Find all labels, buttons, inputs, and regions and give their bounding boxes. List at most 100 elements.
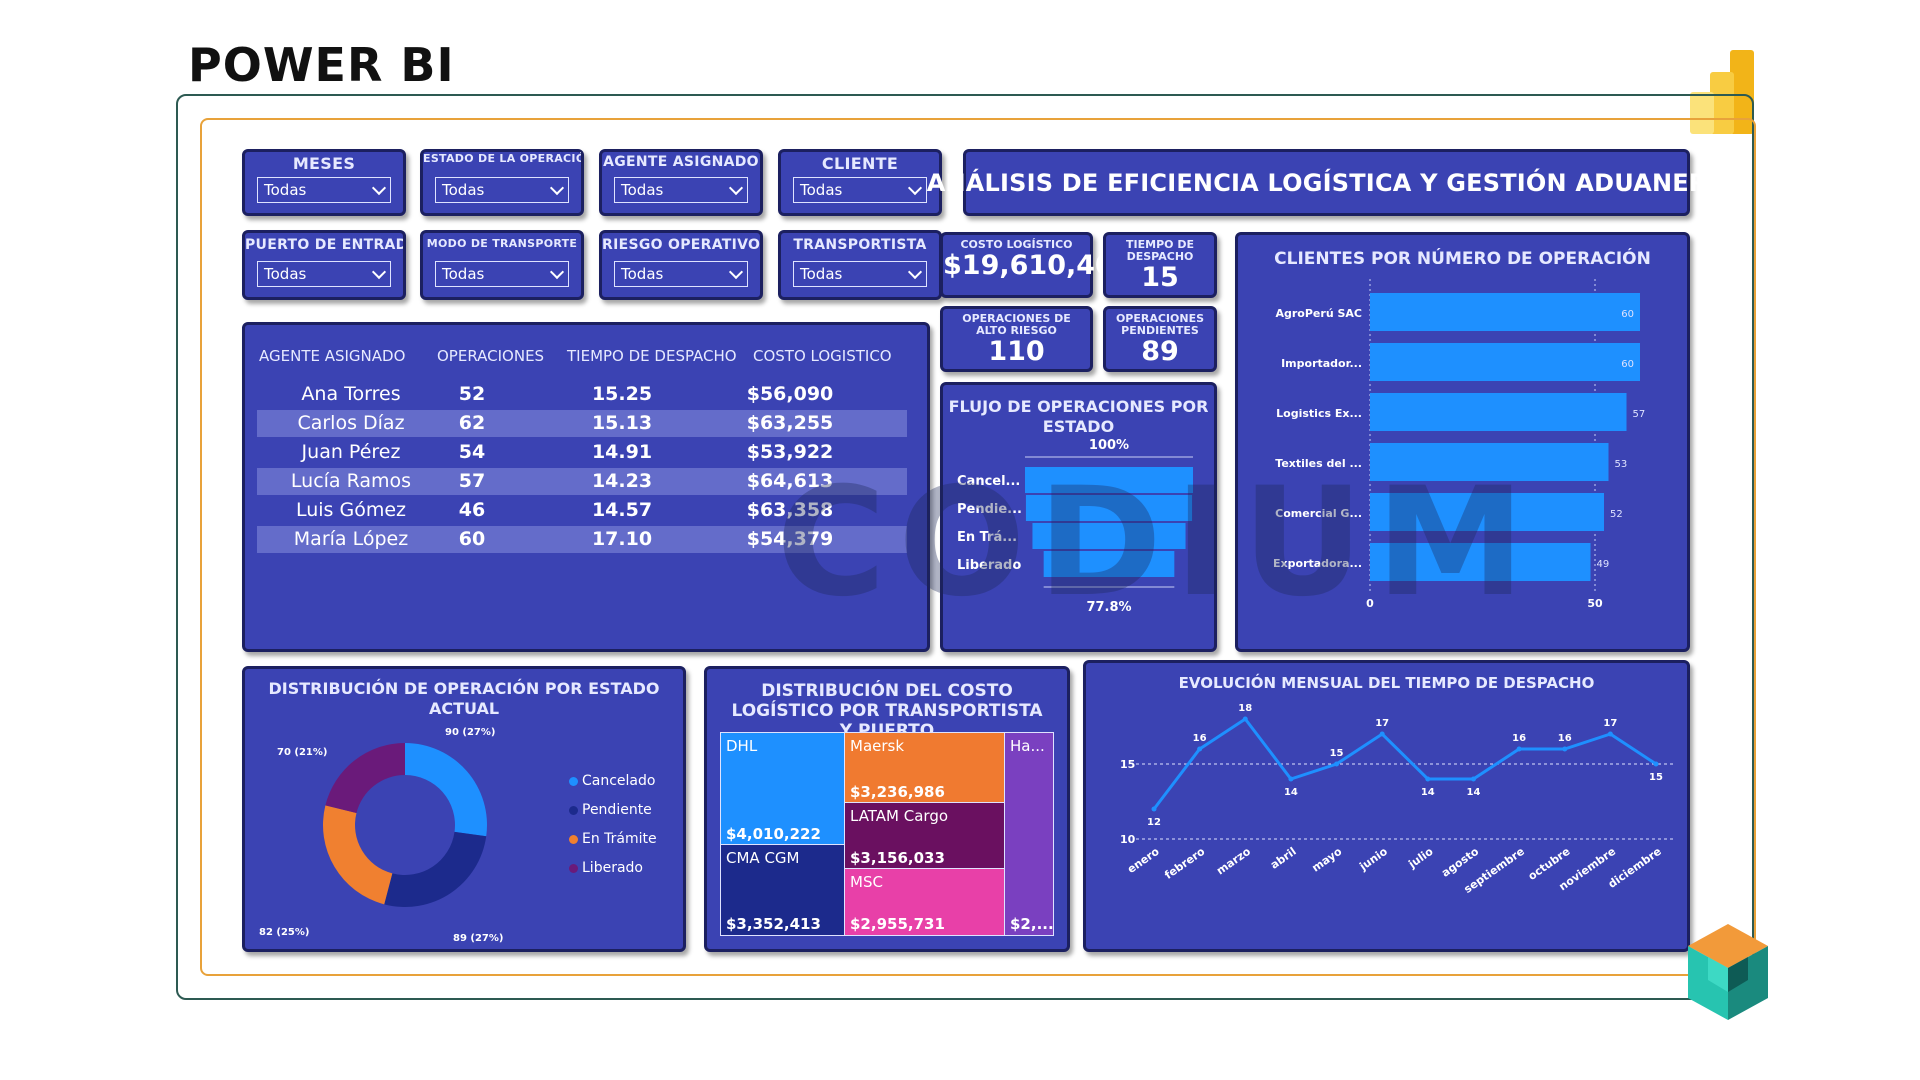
cliente-dropdown[interactable]: Todas <box>793 177 927 203</box>
treemap-cell-name: Ha... <box>1010 737 1045 755</box>
slicer-label: RIESGO OPERATIVO <box>602 237 760 253</box>
table-cell: 14.23 <box>591 470 653 492</box>
funnel-segment[interactable] <box>1043 551 1175 577</box>
slide-title: POWER BI <box>188 38 455 92</box>
line-data-label: 17 <box>1375 718 1389 729</box>
table-row[interactable]: Luis Gómez 46 14.57 $63,358 <box>257 497 907 524</box>
treemap-cell-name: MSC <box>850 873 883 891</box>
line-point[interactable] <box>1470 776 1476 782</box>
treemap-cell-value: $4,010,222 <box>726 825 821 843</box>
kpi-label: OPERACIONES DE ALTO RIESGO <box>962 312 1071 337</box>
bar[interactable] <box>1370 393 1627 431</box>
treemap-cell-value: $2,... <box>1010 915 1054 933</box>
col-header-tiempo: TIEMPO DE DESPACHO <box>567 347 737 365</box>
slicer-label: PUERTO DE ENTRADA <box>245 237 403 253</box>
kpi-alto-riesgo: OPERACIONES DE ALTO RIESGO 110 <box>940 306 1093 372</box>
bar[interactable] <box>1370 293 1640 331</box>
funnel-segment[interactable] <box>1025 467 1193 493</box>
treemap-cell[interactable]: DHL $4,010,222 <box>720 732 846 846</box>
treemap-cell[interactable]: Ha... $2,... <box>1004 732 1054 936</box>
chevron-down-icon <box>549 264 565 279</box>
funnel-segment[interactable] <box>1032 523 1186 549</box>
bar[interactable] <box>1370 443 1609 481</box>
slicer-modo-transporte[interactable]: MODO DE TRANSPORTE Todas <box>420 230 584 300</box>
slicer-estado-operacion[interactable]: ESTADO DE LA OPERACIÓN Todas <box>420 149 584 216</box>
bar[interactable] <box>1370 543 1591 581</box>
line-point[interactable] <box>1653 761 1659 767</box>
line-point[interactable] <box>1516 746 1522 752</box>
agente-dropdown[interactable]: Todas <box>614 177 748 203</box>
table-row[interactable]: Lucía Ramos 57 14.23 $64,613 <box>257 468 907 495</box>
donut-slice[interactable] <box>325 743 405 814</box>
legend-item: Pendiente <box>569 802 652 818</box>
legend-label: En Trámite <box>582 831 657 847</box>
table-cell: 14.91 <box>591 441 653 463</box>
line-point[interactable] <box>1562 746 1568 752</box>
funnel-segment[interactable] <box>1025 495 1193 521</box>
x-tick-label: abril <box>1268 845 1299 872</box>
table-cell: 54 <box>458 441 486 463</box>
funnel-category-label: Pendie... <box>957 502 1022 517</box>
treemap-cell[interactable]: LATAM Cargo $3,156,033 <box>844 802 1006 870</box>
line-point[interactable] <box>1197 746 1203 752</box>
slicer-label: AGENTE ASIGNADO <box>603 154 759 170</box>
dashboard: MESES Todas ESTADO DE LA OPERACIÓN Todas… <box>236 146 1726 956</box>
treemap-cell-value: $3,352,413 <box>726 915 821 933</box>
line-data-label: 16 <box>1193 733 1207 744</box>
funnel-category-label: Liberado <box>957 558 1021 573</box>
slicer-puerto-entrada[interactable]: PUERTO DE ENTRADA Todas <box>242 230 406 300</box>
treemap-area: DHL $4,010,222 CMA CGM $3,352,413 Maersk $3,2… <box>720 732 1054 936</box>
bar-category-label: Importador... <box>1281 357 1362 370</box>
donut-data-label: 90 (27%) <box>445 727 495 738</box>
slicer-meses[interactable]: MESES Todas <box>242 149 406 216</box>
line-point[interactable] <box>1288 776 1294 782</box>
puerto-dropdown[interactable]: Todas <box>257 261 391 287</box>
bar[interactable] <box>1370 493 1604 531</box>
clients-bar-chart: CLIENTES POR NÚMERO DE OPERACIÓN AgroPer… <box>1235 232 1690 652</box>
line-point[interactable] <box>1242 716 1248 722</box>
donut-slice[interactable] <box>323 805 393 905</box>
slicer-transportista[interactable]: TRANSPORTISTA Todas <box>778 230 942 300</box>
table-cell: $53,922 <box>746 441 834 463</box>
table-cell: 17.10 <box>591 528 653 550</box>
x-tick-label: agosto <box>1439 845 1481 880</box>
donut-slice[interactable] <box>384 831 487 907</box>
chevron-down-icon <box>371 180 387 195</box>
estado-dropdown[interactable]: Todas <box>435 177 569 203</box>
line-point[interactable] <box>1425 776 1431 782</box>
table-row[interactable]: María López 60 17.10 $54,379 <box>257 526 907 553</box>
table-row[interactable]: Carlos Díaz 62 15.13 $63,255 <box>257 410 907 437</box>
table-cell: 15.25 <box>591 383 653 405</box>
treemap-cell[interactable]: Maersk $3,236,986 <box>844 732 1006 804</box>
funnel-top-label: 100% <box>1089 438 1129 453</box>
line-data-label: 15 <box>1649 772 1663 783</box>
line-chart: EVOLUCIÓN MENSUAL DEL TIEMPO DE DESPACHO… <box>1083 660 1690 952</box>
kpi-label: OPERACIONES PENDIENTES <box>1115 312 1205 337</box>
treemap-cell-name: LATAM Cargo <box>850 807 949 825</box>
line-point[interactable] <box>1151 806 1157 812</box>
line-point[interactable] <box>1334 761 1340 767</box>
x-tick-label: febrero <box>1162 845 1207 882</box>
modo-dropdown[interactable]: Todas <box>435 261 569 287</box>
funnel-category-label: En Trá... <box>957 530 1017 545</box>
bar[interactable] <box>1370 343 1640 381</box>
kpi-value: 110 <box>988 336 1045 367</box>
treemap-cell[interactable]: MSC $2,955,731 <box>844 868 1006 936</box>
donut-slice[interactable] <box>405 743 487 837</box>
table-row[interactable]: Juan Pérez 54 14.91 $53,922 <box>257 439 907 466</box>
table-row[interactable]: Ana Torres 52 15.25 $56,090 <box>257 381 907 408</box>
meses-dropdown[interactable]: Todas <box>257 177 391 203</box>
line-point[interactable] <box>1607 731 1613 737</box>
riesgo-dropdown[interactable]: Todas <box>614 261 748 287</box>
col-header-costo: COSTO LOGISTICO <box>753 347 892 365</box>
slicer-cliente[interactable]: CLIENTE Todas <box>778 149 942 216</box>
line-data-label: 15 <box>1330 748 1344 759</box>
line-point[interactable] <box>1379 731 1385 737</box>
slicer-riesgo-operativo[interactable]: RIESGO OPERATIVO Todas <box>599 230 763 300</box>
x-tick-label: 50 <box>1587 597 1603 610</box>
transportista-dropdown[interactable]: Todas <box>793 261 927 287</box>
table-cell: $63,255 <box>746 412 834 434</box>
table-cell: $64,613 <box>746 470 834 492</box>
treemap-cell[interactable]: CMA CGM $3,352,413 <box>720 844 846 936</box>
slicer-agente-asignado[interactable]: AGENTE ASIGNADO Todas <box>599 149 763 216</box>
